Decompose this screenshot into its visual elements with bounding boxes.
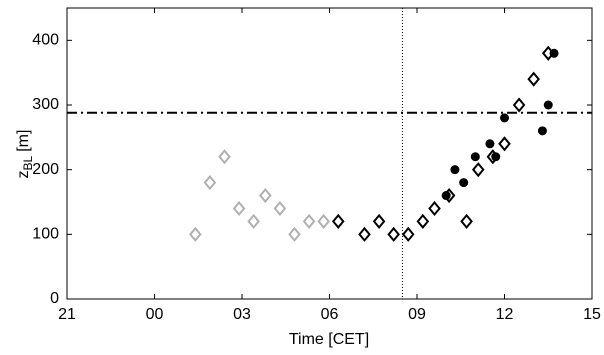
x-tick-label: 12 — [496, 306, 514, 323]
x-axis-label: Time [CET] — [289, 331, 369, 348]
x-tick-label: 09 — [408, 306, 426, 323]
point — [302, 213, 316, 229]
x-tick-label: 15 — [583, 306, 601, 323]
point — [537, 126, 547, 136]
y-tick-label: 0 — [50, 290, 59, 307]
point — [259, 187, 272, 204]
point — [543, 100, 553, 110]
point — [428, 200, 441, 217]
y-label-sub: BL — [21, 155, 35, 170]
y-tick-label: 400 — [32, 32, 59, 49]
point — [401, 226, 415, 242]
point — [416, 213, 430, 229]
point — [288, 226, 301, 242]
y-tick-label: 100 — [32, 226, 59, 243]
point — [498, 136, 511, 152]
point — [460, 213, 473, 229]
point — [372, 213, 386, 229]
point — [500, 113, 509, 123]
point — [189, 226, 202, 242]
point — [549, 48, 559, 58]
y-axis-label: zBL [m] — [15, 130, 35, 179]
x-tick-label: 06 — [321, 306, 339, 323]
point — [203, 175, 217, 191]
point — [387, 226, 400, 242]
plot-frame — [66, 7, 593, 300]
point — [317, 213, 330, 229]
point — [247, 213, 260, 229]
point — [450, 165, 460, 175]
y-label-unit: [m] — [15, 130, 32, 152]
point — [470, 152, 480, 162]
point — [273, 200, 287, 217]
point — [232, 200, 246, 217]
point — [459, 178, 469, 188]
point — [485, 139, 495, 149]
point — [491, 152, 501, 162]
y-tick-label: 300 — [32, 96, 59, 113]
y-tick-label: 200 — [32, 161, 59, 178]
point — [331, 213, 345, 229]
x-tick-label: 21 — [58, 306, 76, 323]
x-tick-label: 00 — [146, 306, 164, 323]
point — [358, 226, 371, 242]
point — [471, 162, 485, 178]
x-tick-label: 03 — [233, 306, 251, 323]
point — [527, 71, 540, 87]
point — [441, 191, 451, 201]
y-label-main: z — [15, 170, 32, 178]
point — [218, 149, 231, 165]
point — [512, 97, 526, 113]
